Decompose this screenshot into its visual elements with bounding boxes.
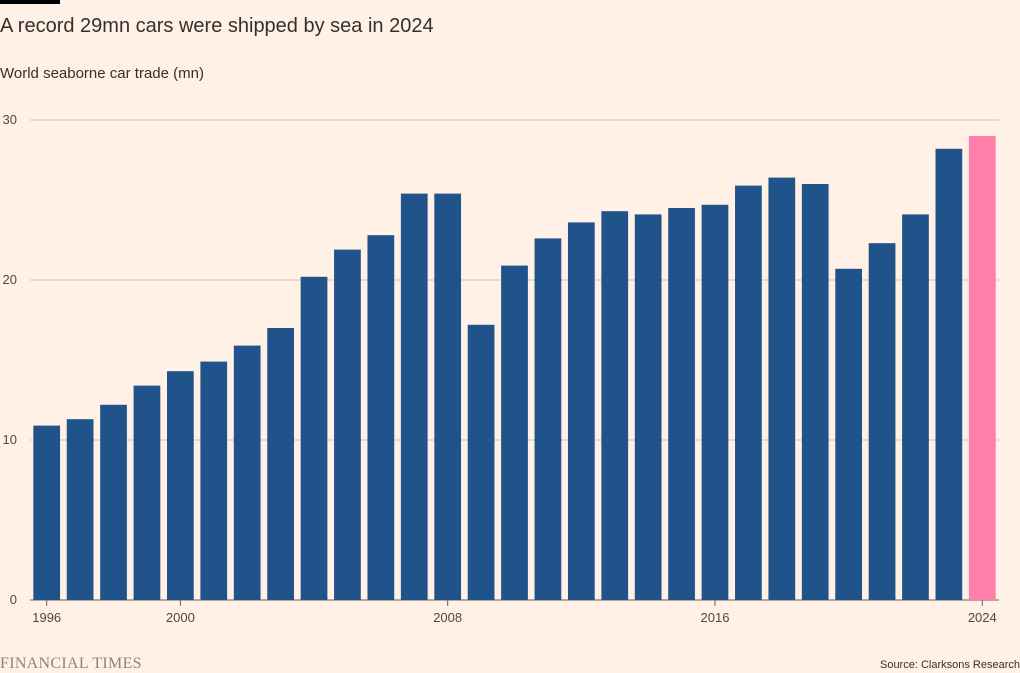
x-tick-label: 2024 — [968, 610, 997, 625]
bar-2010 — [501, 265, 528, 600]
bar-1998 — [100, 404, 127, 600]
chart-title: A record 29mn cars were shipped by sea i… — [0, 15, 434, 37]
bar-2003 — [267, 328, 294, 600]
bar-2021 — [868, 243, 896, 600]
brand-bar — [0, 0, 60, 4]
x-tick-label: 1996 — [32, 610, 61, 625]
bar-2000 — [166, 371, 194, 600]
bar-2014 — [634, 214, 662, 600]
y-tick-label: 20 — [3, 272, 17, 287]
y-tick-label: 30 — [3, 112, 17, 127]
bar-2016 — [701, 204, 729, 601]
bar-2007 — [400, 193, 428, 600]
bar-2023 — [935, 148, 963, 601]
bars — [33, 136, 996, 601]
bar-2009 — [467, 324, 495, 600]
bar-2022 — [902, 214, 929, 600]
bar-2018 — [768, 177, 796, 600]
bar-2002 — [233, 345, 261, 600]
x-tick-label: 2016 — [701, 610, 730, 625]
y-axis-ticks: 0 10 20 30 — [3, 112, 17, 607]
bar-2001 — [200, 361, 228, 600]
bar-2008 — [434, 193, 462, 600]
x-axis-ticks: 1996 2000 2008 2016 2024 — [32, 600, 997, 625]
bar-2005 — [334, 249, 361, 600]
bar-2017 — [735, 185, 762, 600]
bar-1996 — [33, 425, 61, 600]
bar-2019 — [801, 184, 829, 600]
bar-2012 — [567, 222, 595, 600]
bar-2015 — [668, 208, 695, 600]
y-tick-label: 10 — [3, 432, 17, 447]
bar-2020 — [835, 268, 863, 600]
chart-subtitle: World seaborne car trade (mn) — [0, 65, 204, 82]
bar-1999 — [133, 385, 161, 600]
x-tick-label: 2000 — [166, 610, 195, 625]
ft-logo: FINANCIAL TIMES — [0, 655, 142, 672]
y-tick-label: 0 — [10, 592, 17, 607]
x-tick-label: 2008 — [433, 610, 462, 625]
source-note: Source: Clarksons Research — [879, 659, 1020, 671]
bar-1997 — [66, 419, 94, 600]
bar-2011 — [534, 238, 562, 600]
bar-2024 — [968, 136, 996, 600]
bar-2004 — [300, 276, 328, 600]
bar-2013 — [601, 211, 629, 600]
bar-2006 — [367, 235, 395, 600]
